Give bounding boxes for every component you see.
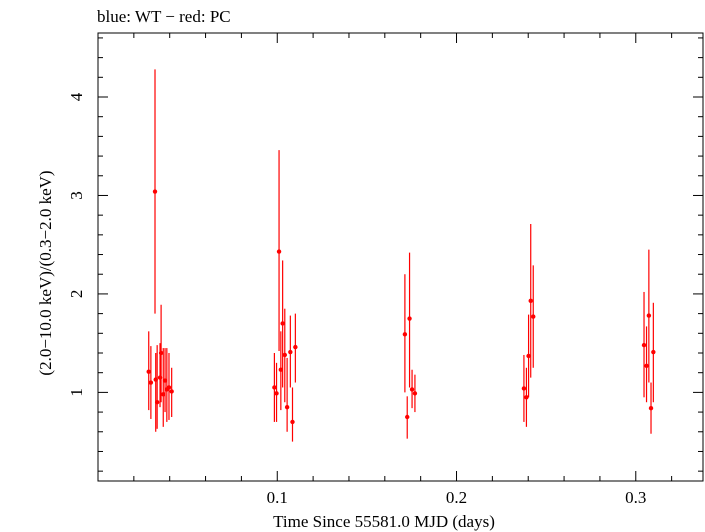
data-point bbox=[146, 369, 151, 374]
data-point bbox=[274, 391, 279, 396]
y-tick-label: 4 bbox=[67, 92, 86, 101]
data-point bbox=[409, 387, 415, 392]
x-tick-label: 0.3 bbox=[625, 488, 646, 507]
data-point bbox=[152, 189, 158, 194]
data-point bbox=[290, 419, 295, 425]
chart-title: blue: WT − red: PC bbox=[97, 7, 231, 26]
data-point bbox=[407, 316, 412, 321]
x-tick-label: 0.1 bbox=[267, 488, 288, 507]
data-point bbox=[644, 363, 649, 368]
y-tick-label: 2 bbox=[67, 290, 86, 299]
data-point bbox=[169, 389, 174, 394]
data-point bbox=[276, 249, 282, 254]
data-point bbox=[526, 353, 531, 359]
data-point bbox=[646, 313, 652, 318]
data-point bbox=[412, 391, 418, 396]
data-point bbox=[521, 386, 527, 391]
x-axis-label: Time Since 55581.0 MJD (days) bbox=[273, 512, 495, 531]
data-point bbox=[158, 350, 164, 356]
y-tick-label: 3 bbox=[67, 191, 86, 200]
data-point bbox=[161, 392, 166, 397]
data-point bbox=[284, 404, 290, 410]
x-tick-label: 0.2 bbox=[446, 488, 467, 507]
data-point bbox=[648, 405, 654, 411]
data-point bbox=[166, 385, 172, 390]
data-point bbox=[148, 380, 154, 385]
x-axis-ticks: 0.1 0.2 0.3 bbox=[133, 33, 673, 507]
data-point bbox=[402, 332, 408, 337]
data-point bbox=[531, 314, 536, 319]
data-point bbox=[278, 367, 284, 372]
data-point bbox=[154, 400, 160, 405]
data-point bbox=[282, 352, 287, 358]
data-point bbox=[524, 395, 529, 400]
data-point bbox=[162, 378, 168, 383]
data-point bbox=[405, 414, 410, 420]
data-series bbox=[146, 69, 656, 442]
y-axis-ticks: 1 2 3 4 bbox=[67, 37, 703, 472]
y-tick-label: 1 bbox=[67, 388, 86, 397]
data-point bbox=[280, 321, 285, 326]
data-point bbox=[272, 385, 277, 390]
data-point bbox=[528, 298, 533, 304]
data-point bbox=[293, 344, 298, 350]
data-point bbox=[288, 349, 293, 355]
data-point bbox=[641, 342, 647, 348]
y-axis-label: (2.0−10.0 keV)/(0.3−2.0 keV) bbox=[36, 170, 55, 375]
data-point bbox=[651, 349, 656, 355]
plot-frame bbox=[97, 32, 704, 482]
